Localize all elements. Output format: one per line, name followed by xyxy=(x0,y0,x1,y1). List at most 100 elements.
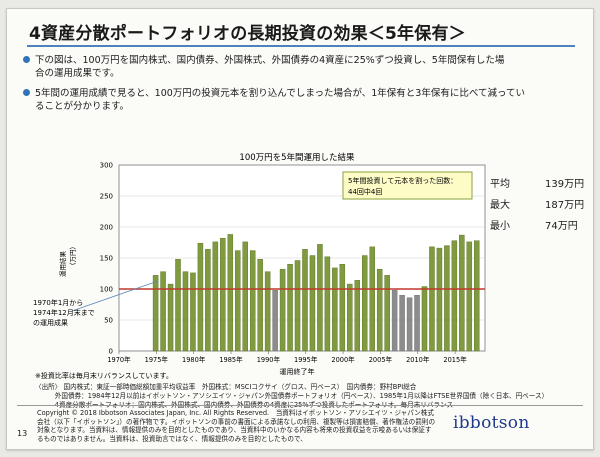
slide: 4資産分散ポートフォリオの長期投資の効果＜5年保有＞ 下の図は、100万円を国内… xyxy=(6,8,594,450)
bar xyxy=(459,234,465,352)
bar xyxy=(474,240,480,352)
bar xyxy=(160,271,166,352)
bullet-2-line-2: ることが分かります。 xyxy=(35,101,130,112)
stat-max-value: 187万円 xyxy=(545,200,585,211)
callout-line-1: 5年間投資して元本を割った回数： xyxy=(348,176,457,185)
bar xyxy=(279,268,286,352)
bar xyxy=(421,286,428,352)
bar xyxy=(175,259,181,352)
bar xyxy=(272,290,278,352)
bar xyxy=(182,271,189,352)
stat-min-label: 最小 xyxy=(490,221,510,232)
bullet-1-line-2: 合の運用成果です。 xyxy=(35,68,120,79)
annotation-pointer xyxy=(71,280,159,312)
bullet-2: 5年間の運用成績で見ると、100万円の投資元本を割り込んでしまった場合が、1年保… xyxy=(23,87,575,113)
stat-min: 最小 74万円 xyxy=(490,217,578,232)
stat-average: 平均 139万円 xyxy=(490,175,584,190)
bar xyxy=(466,241,473,352)
bar xyxy=(369,246,375,352)
callout-box xyxy=(342,171,473,200)
bullet-dot-icon xyxy=(23,89,30,96)
copyright-notice: Copyright © 2018 Ibbotson Associates Jap… xyxy=(37,409,436,444)
x-axis-label: 運用終了年 xyxy=(280,367,315,376)
x-tick-label: 1970年 xyxy=(107,355,131,364)
x-tick-label: 1985年 xyxy=(219,355,243,364)
annotation-line-1: 1970年1月から xyxy=(33,298,83,307)
page-number: 13 xyxy=(17,429,28,438)
annotation-line-3: の運用成果 xyxy=(33,318,68,327)
x-tick-label: 2010年 xyxy=(406,355,430,364)
bar xyxy=(302,249,308,352)
chart-note: ※投資比率は毎月末リバランスしています。 xyxy=(35,371,173,380)
annotation-line-2: 1974年12月末まで xyxy=(33,308,95,317)
bar xyxy=(317,244,323,352)
bar xyxy=(197,242,204,352)
bar xyxy=(257,259,263,352)
bullet-1-line-1: 下の図は、100万円を国内株式、国内債券、外国株式、外国債券の4資産に25%ずつ… xyxy=(35,55,505,66)
bar xyxy=(324,256,331,352)
bar xyxy=(242,241,248,352)
bar xyxy=(376,268,383,352)
bar xyxy=(167,283,174,352)
bar xyxy=(354,280,361,352)
stat-max-label: 最大 xyxy=(490,200,510,211)
bar xyxy=(220,237,226,352)
bar xyxy=(384,275,390,352)
x-tick-label: 1990年 xyxy=(257,355,281,364)
y-axis-label-line-1: 運用結果 xyxy=(58,251,67,278)
y-tick-label: 150 xyxy=(100,255,113,263)
bar xyxy=(152,275,159,352)
source-line-1: 〈出所〉 国内株式：東証一部時価総額加重平均収益率 外国株式：MSCIコクサイ（… xyxy=(35,383,417,391)
bar xyxy=(444,245,450,352)
bar xyxy=(212,241,219,352)
y-axis-ticks: 0 50 100 150 200 250 300 xyxy=(100,162,113,356)
title-underline xyxy=(27,45,575,47)
bar xyxy=(287,263,293,352)
x-tick-label: 2015年 xyxy=(443,355,467,364)
chart-title: 100万円を5年間運用した結果 xyxy=(239,152,355,163)
bar xyxy=(190,272,196,352)
bar xyxy=(391,290,398,352)
y-axis-label-line-2: （万円） xyxy=(69,243,77,269)
y-tick-label: 100 xyxy=(100,286,113,294)
bar xyxy=(436,247,443,352)
bullet-2-line-1: 5年間の運用成績で見ると、100万円の投資元本を割り込んでしまった場合が、1年保… xyxy=(35,88,525,99)
bar xyxy=(451,240,458,352)
bar-chart: 100万円を5年間運用した結果 0 50 100 150 200 250 300 1970年… xyxy=(33,152,486,380)
x-tick-label: 1980年 xyxy=(182,355,206,364)
bars xyxy=(152,234,480,352)
x-tick-label: 1995年 xyxy=(294,355,318,364)
footer-divider xyxy=(17,405,583,406)
stat-min-value: 74万円 xyxy=(545,221,578,232)
x-axis-ticks: 1970年 1975年 1980年 1985年 1990年 1995年 2000年 2005年… xyxy=(107,351,467,364)
bar xyxy=(294,260,301,352)
stat-average-value: 139万円 xyxy=(545,179,585,190)
bar xyxy=(235,250,241,352)
bullet-1: 下の図は、100万円を国内株式、国内債券、外国株式、外国債券の4資産に25%ずつ… xyxy=(23,54,575,80)
stat-max: 最大 187万円 xyxy=(490,196,584,211)
bar xyxy=(429,246,435,352)
callout-line-2: 44回中4回 xyxy=(348,187,382,196)
page-title: 4資産分散ポートフォリオの長期投資の効果＜5年保有＞ xyxy=(29,24,466,44)
source-line-2: 外国債券：1984年12月以前はイボットソン・アソシエイツ・ジャパン外国債券ポー… xyxy=(35,392,549,400)
stat-average-label: 平均 xyxy=(490,179,510,190)
bar xyxy=(362,255,368,352)
bar xyxy=(406,297,413,352)
y-tick-label: 250 xyxy=(100,193,113,201)
y-tick-label: 200 xyxy=(100,224,113,232)
y-tick-label: 300 xyxy=(100,162,113,170)
x-tick-label: 2000年 xyxy=(331,355,355,364)
bar xyxy=(205,249,211,352)
bar xyxy=(347,283,353,352)
bar xyxy=(227,234,234,352)
y-tick-label: 50 xyxy=(104,317,113,325)
bar xyxy=(264,271,271,352)
ibbotson-logo: ibbotson xyxy=(453,413,530,433)
bar xyxy=(309,255,316,352)
bullet-dot-icon xyxy=(23,56,30,63)
bar xyxy=(332,267,338,352)
x-tick-label: 1975年 xyxy=(145,355,169,364)
bar xyxy=(399,295,405,352)
x-tick-label: 2005年 xyxy=(369,355,393,364)
y-tick-label: 0 xyxy=(109,348,113,356)
